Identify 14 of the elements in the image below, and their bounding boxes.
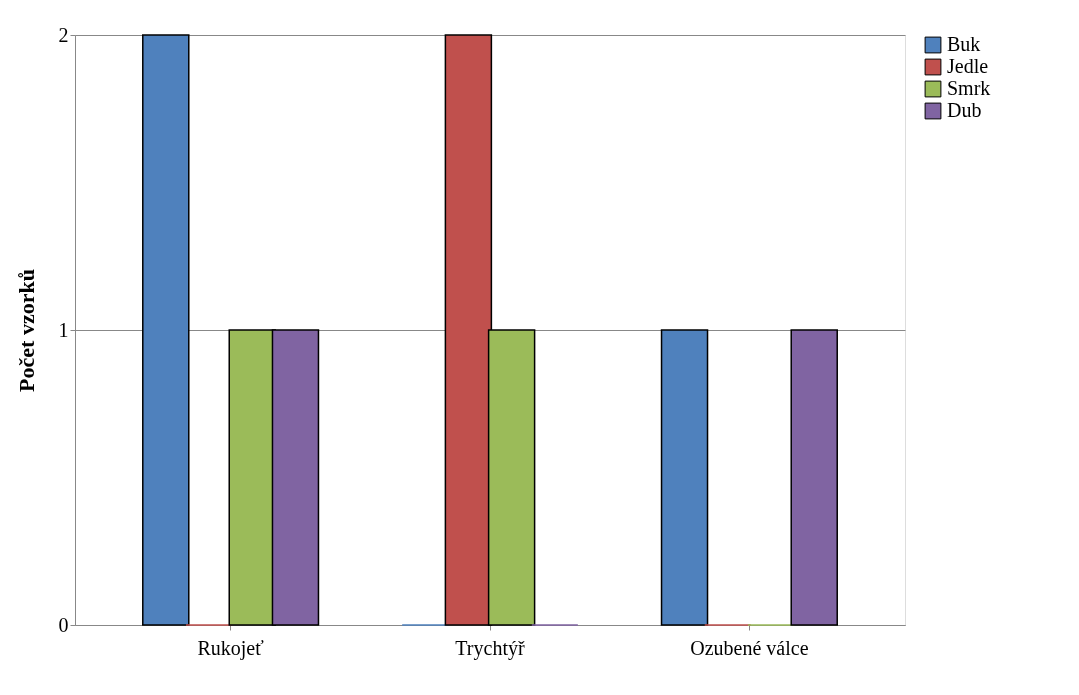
- bar: [142, 34, 190, 626]
- legend-label: Jedle: [947, 55, 989, 77]
- legend-label: Dub: [947, 99, 982, 121]
- legend-label: Smrk: [947, 77, 991, 99]
- x-tick-label: Trychtýř: [455, 636, 525, 660]
- y-tick-label: 0: [58, 613, 69, 636]
- legend-label: Buk: [947, 33, 981, 55]
- x-tick-label: Rukojeť: [197, 636, 265, 660]
- bar: [790, 329, 838, 626]
- y-axis-title: Počet vzorků: [13, 269, 39, 392]
- bar: [660, 329, 709, 626]
- y-tick-label: 1: [58, 318, 69, 341]
- x-tick-label: Ozubené válce: [690, 636, 809, 659]
- y-tick-label: 2: [58, 23, 69, 46]
